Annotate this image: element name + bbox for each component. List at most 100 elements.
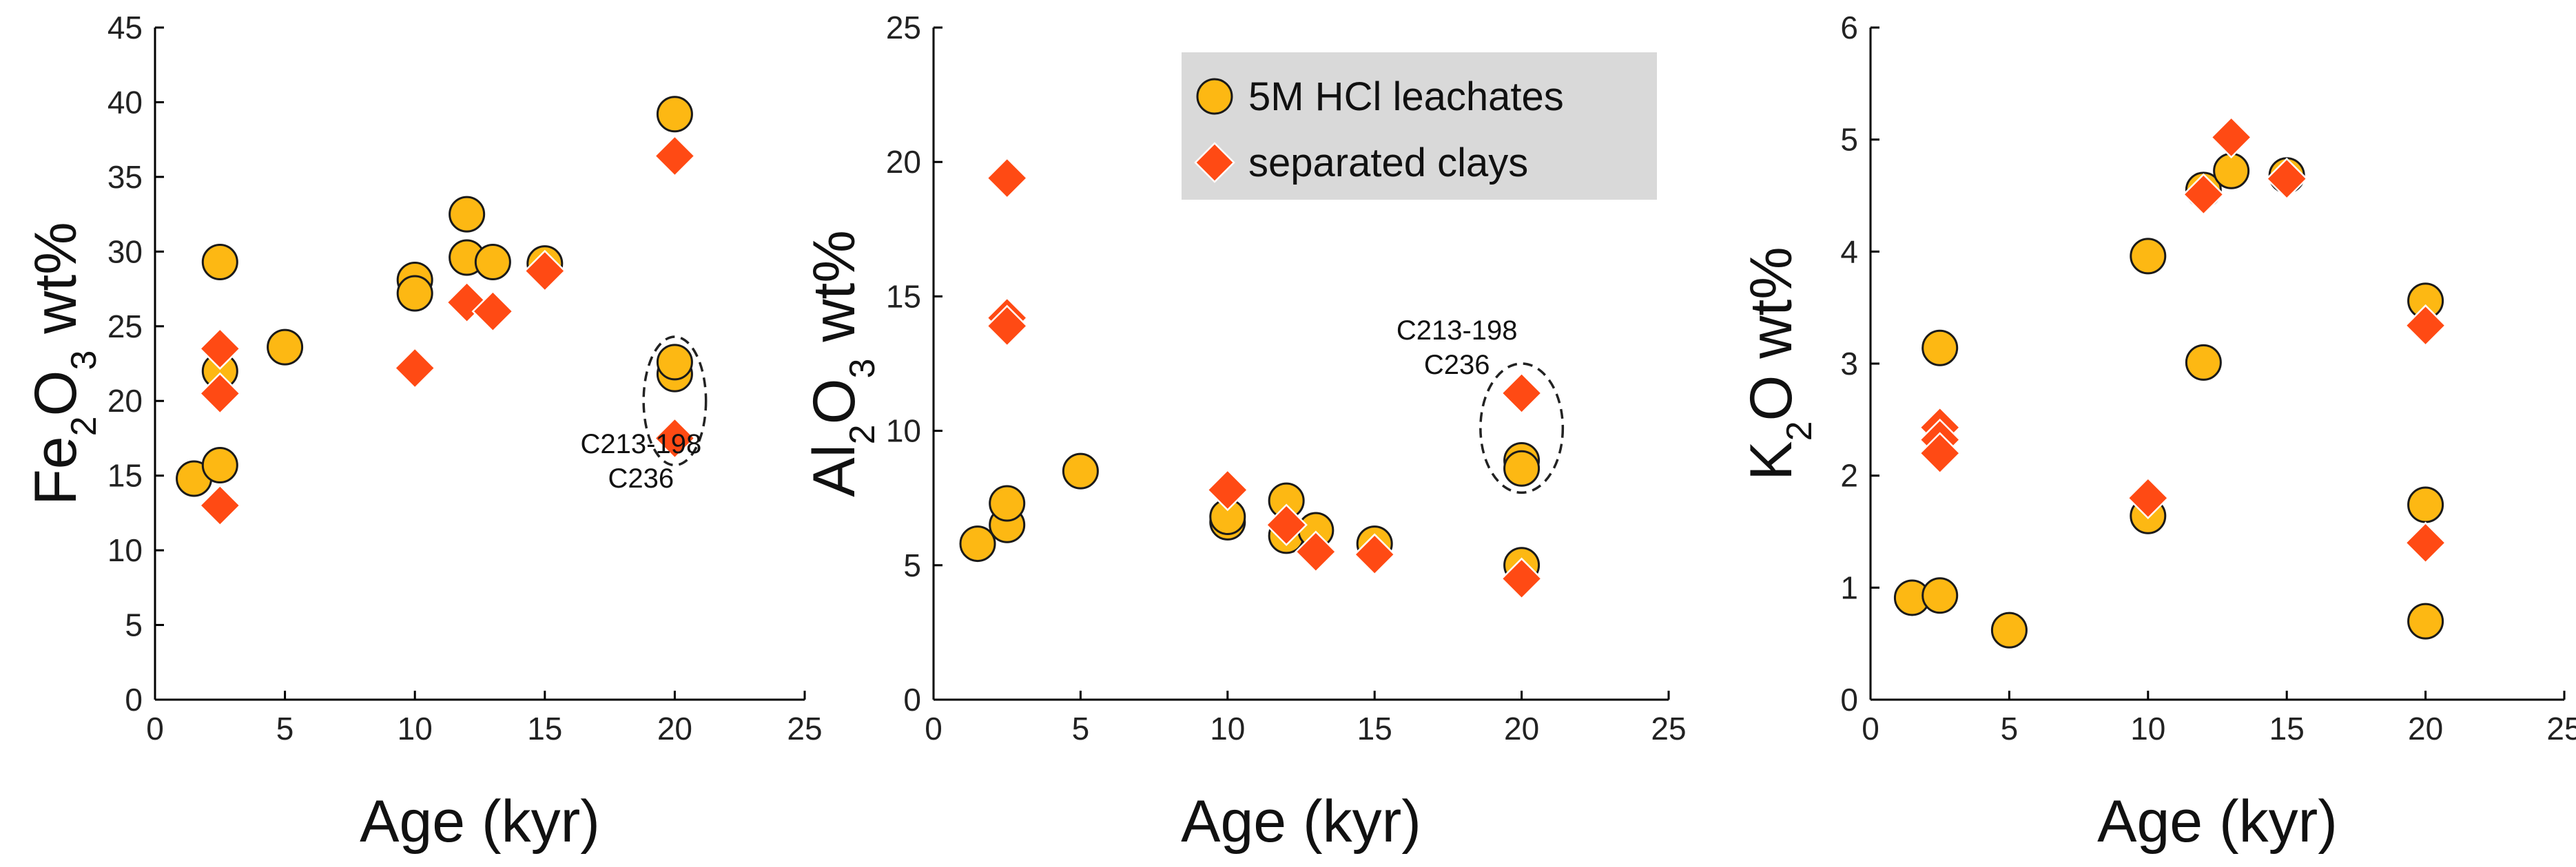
al2o3-ylabel-mid: O: [801, 379, 867, 425]
leachate-point: [2407, 486, 2444, 523]
fe2o3-ylabel-rest: wt%: [23, 222, 89, 350]
k2o-ylabel-mid: O: [1738, 375, 1804, 421]
y-tick-label: 10: [107, 532, 143, 568]
y-tick-label: 30: [107, 233, 143, 269]
legend-background: [1182, 52, 1657, 200]
y-tick-label: 4: [1840, 233, 1858, 269]
fe2o3-annotation-ellipse: [642, 335, 708, 467]
x-tick-label: 15: [2269, 711, 2305, 746]
x-tick-label: 20: [2408, 711, 2443, 746]
clay-point: [1918, 432, 1961, 474]
y-tick-label: 0: [1840, 682, 1858, 718]
clay-point: [1353, 533, 1396, 576]
clay-point: [471, 290, 515, 333]
clay-point: [1500, 372, 1543, 415]
fe2o3-annotation-line2: C236: [608, 463, 674, 494]
clay-point: [2404, 521, 2447, 565]
y-tick-label: 10: [886, 413, 921, 449]
al2o3-ylabel-main: Al: [801, 444, 867, 497]
legend-clay-marker: [1194, 142, 1235, 183]
x-tick-label: 0: [1862, 711, 1879, 746]
legend-leachate-marker: [1196, 78, 1233, 115]
clay-point: [1500, 557, 1543, 600]
x-tick-label: 5: [1072, 711, 1090, 746]
fe2o3-x-axis-title: Age (kyr): [360, 788, 600, 855]
clay-point: [393, 346, 436, 390]
x-tick-label: 15: [527, 711, 562, 746]
al2o3-annotation: C213-198 C236: [1397, 315, 1565, 494]
fe2o3-annotation: C213-198 C236: [581, 335, 708, 494]
al2o3-ticks: 0 5 10 15 20 25 0 5 10 15 20 25: [886, 10, 1687, 746]
k2o-ylabel-main: K: [1738, 441, 1804, 480]
leachate-point: [1990, 612, 2028, 649]
leachate-point: [656, 96, 693, 133]
fe2o3-ticks: 0 5 10 15 20 25 0 5 10 15 20 25 30 35 40 45: [107, 10, 823, 746]
y-tick-label: 20: [886, 144, 921, 180]
y-tick-label: 6: [1840, 10, 1858, 45]
leachate-point: [1921, 329, 1959, 366]
clay-point: [198, 484, 242, 527]
leachate-point: [1921, 577, 1959, 614]
y-tick-label: 5: [1840, 122, 1858, 158]
y-tick-label: 2: [1840, 458, 1858, 494]
clay-point: [198, 327, 242, 370]
al2o3-x-axis-title: Age (kyr): [1181, 788, 1421, 855]
x-tick-label: 25: [1651, 711, 1686, 746]
x-tick-label: 0: [146, 711, 164, 746]
clay-point: [985, 304, 1029, 348]
clay-point: [524, 249, 566, 293]
leachate-point: [267, 328, 304, 366]
al2o3-marks: [959, 156, 1543, 600]
k2o-ylabel-sub1: 2: [1780, 421, 1820, 441]
y-tick-label: 15: [107, 458, 143, 494]
panel-al2o3: C213-198 C236 0 5 10 15 20 25 0 5 10 15 20 25 Age (…: [801, 10, 1687, 855]
fe2o3-ylabel-sub1: 2: [64, 416, 104, 436]
clay-point: [2182, 173, 2225, 216]
al2o3-ylabel-sub1: 2: [843, 424, 883, 444]
y-tick-label: 1: [1840, 570, 1858, 605]
clay-point: [2265, 157, 2308, 200]
leachate-point: [201, 244, 238, 281]
leachate-point: [2213, 152, 2250, 189]
y-tick-label: 25: [107, 309, 143, 344]
fe2o3-ylabel-sub2: 3: [64, 351, 104, 370]
legend: 5M HCl leachates separated clays: [1182, 52, 1657, 200]
clay-point: [1295, 530, 1337, 574]
x-tick-label: 0: [925, 711, 942, 746]
leachate-point: [201, 446, 238, 483]
k2o-ylabel-rest: wt%: [1738, 247, 1804, 375]
k2o-marks: [1893, 116, 2447, 649]
leachate-point: [449, 196, 486, 233]
leachate-point: [1062, 452, 1099, 490]
clay-point: [198, 372, 242, 415]
clay-point: [653, 417, 697, 460]
al2o3-y-axis-title: Al2O3 wt%: [801, 230, 883, 497]
x-tick-label: 10: [398, 711, 433, 746]
leachate-point: [959, 525, 996, 563]
fe2o3-ylabel-main: Fe: [23, 436, 89, 505]
legend-leachate-label: 5M HCl leachates: [1248, 74, 1564, 119]
clay-point: [1206, 468, 1249, 512]
y-tick-label: 25: [886, 10, 921, 45]
x-tick-label: 25: [787, 711, 822, 746]
al2o3-annotation-line1: C213-198: [1397, 315, 1518, 346]
fe2o3-annotation-line1: C213-198: [581, 429, 702, 459]
leachate-point: [2130, 238, 2167, 275]
k2o-y-axis-title: K2O wt%: [1738, 247, 1820, 481]
leachate-point: [989, 485, 1026, 522]
clay-point: [2127, 477, 2170, 519]
clay-point: [2209, 116, 2253, 159]
al2o3-ylabel-rest: wt%: [801, 230, 867, 358]
x-tick-label: 15: [1357, 711, 1392, 746]
x-tick-label: 20: [1504, 711, 1539, 746]
x-tick-label: 25: [2546, 711, 2576, 746]
clay-point: [1265, 503, 1308, 547]
al2o3-ylabel-sub2: 3: [843, 359, 883, 379]
clay-point: [985, 156, 1029, 200]
leachate-point: [396, 275, 433, 312]
panel-fe2o3: C213-198 C236 0 5 10 15 20 25 0 5 10 15 20 25 30 35 40…: [23, 10, 823, 855]
clay-point: [2404, 304, 2447, 347]
leachate-point: [656, 344, 693, 381]
